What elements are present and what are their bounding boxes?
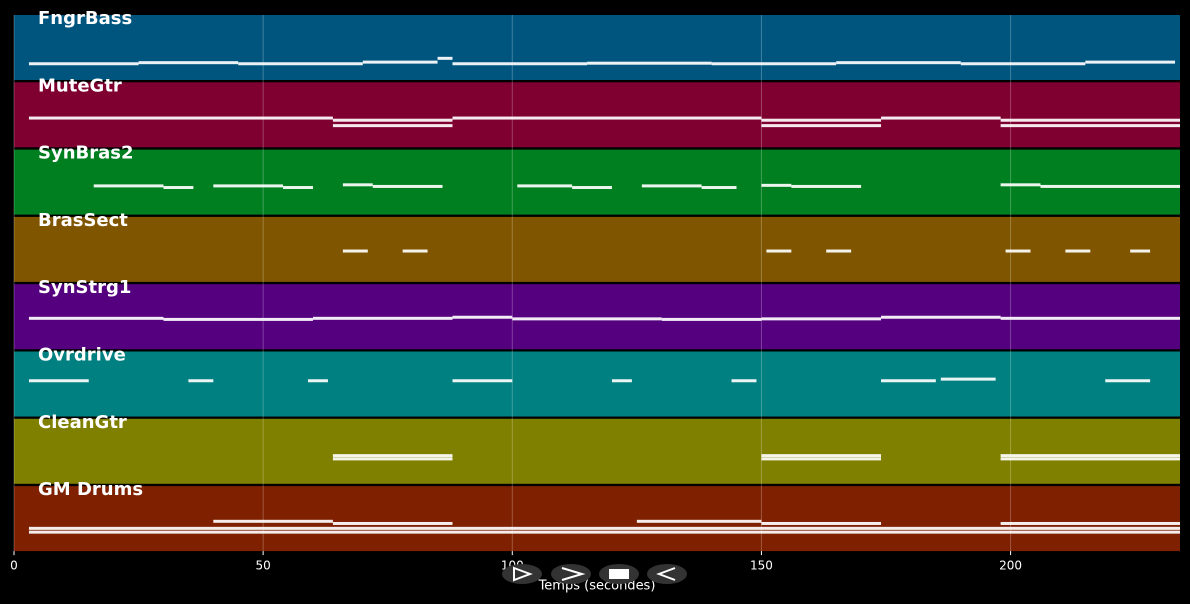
track-background: [14, 82, 1180, 148]
note: [213, 184, 284, 188]
stop-button[interactable]: [599, 564, 639, 584]
note: [1000, 124, 1180, 128]
note: [761, 457, 882, 461]
note: [238, 62, 363, 66]
note: [711, 62, 837, 66]
note: [761, 521, 882, 525]
note: [332, 454, 453, 458]
note: [960, 62, 1086, 66]
note: [312, 316, 453, 320]
track-background: [14, 149, 1180, 215]
x-tick-label: 150: [750, 559, 773, 573]
rewind-button[interactable]: [647, 564, 687, 584]
note: [362, 60, 438, 64]
note: [1130, 249, 1151, 253]
note: [636, 519, 762, 523]
note: [572, 186, 612, 190]
note: [761, 183, 792, 187]
note: [437, 56, 453, 60]
note: [881, 315, 1001, 319]
track-background: [14, 216, 1180, 282]
track-label: Ovrdrive: [38, 345, 126, 366]
track-background: [14, 351, 1180, 417]
note: [1005, 249, 1031, 253]
note: [342, 249, 368, 253]
note: [342, 183, 373, 187]
note: [452, 62, 588, 66]
transport: [502, 564, 687, 584]
track-label: SynStrg1: [38, 277, 131, 298]
x-tick-label: 50: [256, 559, 271, 573]
note: [93, 184, 164, 188]
forward-button[interactable]: [551, 564, 591, 584]
track-label: GM Drums: [38, 479, 143, 500]
note: [332, 521, 453, 525]
note: [517, 184, 573, 188]
x-tick-label: 200: [999, 559, 1022, 573]
note: [138, 61, 239, 65]
note: [661, 317, 762, 321]
note: [611, 379, 632, 383]
track-label: SynBras2: [38, 143, 134, 164]
note: [761, 124, 882, 128]
track-label: CleanGtr: [38, 412, 127, 433]
note: [1085, 60, 1176, 64]
note: [452, 116, 762, 120]
note: [332, 118, 453, 122]
note: [28, 316, 164, 320]
track-background: [14, 15, 1180, 80]
track-label: MuteGtr: [38, 75, 122, 96]
note: [163, 317, 313, 321]
note: [402, 249, 428, 253]
note: [1000, 457, 1180, 461]
note: [826, 249, 852, 253]
track-background: [14, 418, 1180, 484]
note: [761, 118, 882, 122]
note: [836, 61, 961, 65]
note: [761, 317, 882, 321]
note: [641, 184, 702, 188]
note: [1000, 521, 1180, 525]
note: [1000, 118, 1180, 122]
note: [731, 379, 757, 383]
note: [28, 62, 139, 66]
note: [766, 249, 792, 253]
note: [1065, 249, 1091, 253]
track-label: BrasSect: [38, 210, 128, 231]
note: [188, 379, 214, 383]
note: [28, 379, 89, 383]
note: [283, 186, 313, 190]
note: [452, 379, 513, 383]
note: [587, 61, 712, 65]
note: [1000, 316, 1180, 320]
note: [1000, 454, 1180, 458]
note: [940, 377, 996, 381]
track-background: [14, 284, 1180, 350]
note: [332, 124, 453, 128]
x-axis-label: Temps (secondes): [538, 579, 656, 594]
note: [28, 116, 333, 120]
note: [213, 519, 333, 523]
note: [372, 184, 443, 188]
x-tick-label: 0: [10, 559, 18, 573]
note: [452, 315, 513, 319]
note: [1105, 379, 1151, 383]
note: [163, 186, 194, 190]
note: [1000, 183, 1041, 187]
note: [701, 186, 737, 190]
note: [881, 379, 936, 383]
note: [881, 116, 1001, 120]
note: [28, 530, 1180, 534]
note: [761, 454, 882, 458]
note: [332, 457, 453, 461]
track-background: [14, 486, 1180, 552]
play-button[interactable]: [502, 564, 542, 584]
note: [512, 317, 662, 321]
track-label: FngrBass: [38, 8, 132, 29]
note: [28, 526, 1180, 530]
note: [307, 379, 328, 383]
note: [791, 184, 862, 188]
note: [1040, 184, 1180, 188]
